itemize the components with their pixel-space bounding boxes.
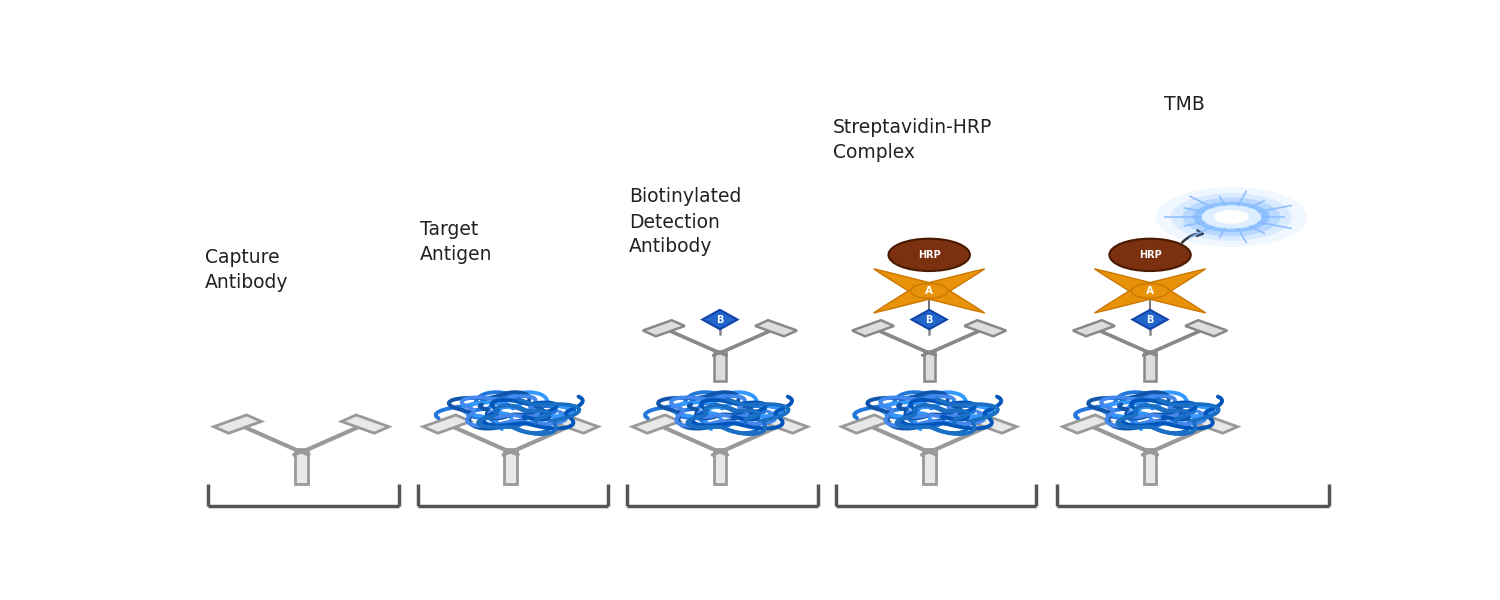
Polygon shape — [916, 269, 984, 296]
Text: TMB: TMB — [1164, 95, 1204, 114]
Polygon shape — [921, 421, 1002, 455]
Polygon shape — [714, 449, 726, 484]
Text: Streptavidin-HRP
Complex: Streptavidin-HRP Complex — [833, 118, 992, 162]
Polygon shape — [342, 415, 388, 433]
Polygon shape — [711, 421, 792, 455]
Polygon shape — [1142, 421, 1222, 455]
Text: B: B — [1146, 314, 1154, 325]
Polygon shape — [648, 421, 729, 455]
Polygon shape — [1144, 350, 1155, 381]
Polygon shape — [964, 320, 1006, 336]
Text: Target
Antigen: Target Antigen — [420, 220, 492, 264]
Polygon shape — [912, 310, 946, 329]
Polygon shape — [842, 415, 890, 433]
Polygon shape — [423, 415, 471, 433]
Circle shape — [1202, 205, 1262, 229]
Text: Biotinylated
Detection
Antibody: Biotinylated Detection Antibody — [630, 187, 741, 257]
Polygon shape — [656, 326, 728, 356]
Text: HRP: HRP — [918, 250, 940, 260]
Polygon shape — [1190, 415, 1237, 433]
Polygon shape — [1095, 286, 1162, 313]
Polygon shape — [1095, 269, 1162, 296]
Text: A: A — [1146, 286, 1154, 296]
Text: B: B — [716, 314, 723, 325]
Polygon shape — [856, 421, 938, 455]
Polygon shape — [504, 449, 518, 484]
Polygon shape — [550, 415, 598, 433]
Text: Capture
Antibody: Capture Antibody — [206, 248, 288, 292]
Text: HRP: HRP — [1138, 250, 1161, 260]
Polygon shape — [296, 449, 307, 484]
Text: B: B — [926, 314, 933, 325]
Polygon shape — [865, 326, 938, 356]
Polygon shape — [712, 326, 783, 356]
Polygon shape — [702, 310, 738, 329]
Polygon shape — [873, 269, 942, 296]
Circle shape — [1131, 284, 1168, 298]
Polygon shape — [922, 449, 936, 484]
Polygon shape — [714, 350, 726, 381]
Polygon shape — [1072, 320, 1114, 336]
Polygon shape — [1137, 269, 1206, 296]
Polygon shape — [214, 415, 261, 433]
Polygon shape — [438, 421, 519, 455]
Polygon shape — [916, 286, 984, 313]
Polygon shape — [921, 326, 993, 356]
Circle shape — [910, 284, 948, 298]
Circle shape — [1182, 197, 1280, 236]
Circle shape — [1192, 202, 1270, 232]
Polygon shape — [754, 320, 796, 336]
Polygon shape — [873, 286, 942, 313]
Polygon shape — [644, 320, 684, 336]
Polygon shape — [1132, 310, 1167, 329]
Polygon shape — [1143, 449, 1156, 484]
Polygon shape — [760, 415, 807, 433]
Circle shape — [1172, 193, 1292, 241]
Circle shape — [1110, 239, 1191, 271]
Polygon shape — [924, 350, 934, 381]
Polygon shape — [1077, 421, 1158, 455]
Polygon shape — [230, 421, 310, 455]
Polygon shape — [1086, 326, 1158, 356]
Text: A: A — [926, 286, 933, 296]
Polygon shape — [292, 421, 374, 455]
Polygon shape — [969, 415, 1017, 433]
Circle shape — [1156, 187, 1306, 247]
Polygon shape — [1185, 320, 1227, 336]
Polygon shape — [1137, 286, 1206, 313]
Circle shape — [888, 239, 971, 271]
Polygon shape — [1062, 415, 1110, 433]
Polygon shape — [633, 415, 680, 433]
Polygon shape — [1143, 326, 1214, 356]
Polygon shape — [503, 421, 584, 455]
Polygon shape — [852, 320, 894, 336]
Circle shape — [1214, 210, 1249, 224]
